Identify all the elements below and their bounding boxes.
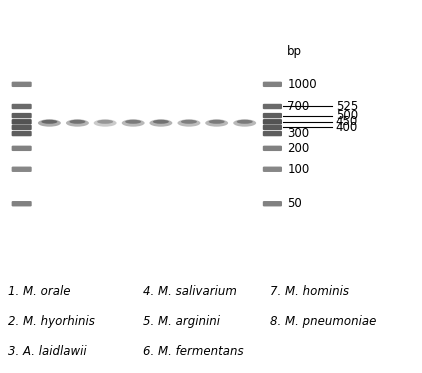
FancyBboxPatch shape bbox=[263, 113, 282, 118]
FancyBboxPatch shape bbox=[263, 82, 282, 87]
FancyBboxPatch shape bbox=[12, 167, 32, 172]
Ellipse shape bbox=[97, 120, 113, 124]
Ellipse shape bbox=[41, 120, 57, 124]
Text: 300: 300 bbox=[287, 127, 309, 140]
Text: 500: 500 bbox=[336, 109, 358, 122]
FancyBboxPatch shape bbox=[263, 125, 282, 130]
Text: 1. M. orale: 1. M. orale bbox=[8, 285, 71, 298]
Text: 400: 400 bbox=[336, 121, 358, 134]
Text: 4. M. salivarium: 4. M. salivarium bbox=[143, 285, 237, 298]
Text: 50: 50 bbox=[287, 197, 302, 210]
FancyBboxPatch shape bbox=[12, 131, 32, 136]
Ellipse shape bbox=[69, 120, 85, 124]
Text: 2. M. hyorhinis: 2. M. hyorhinis bbox=[8, 315, 95, 328]
Text: 6. M. fermentans: 6. M. fermentans bbox=[143, 345, 244, 358]
Ellipse shape bbox=[125, 120, 141, 124]
Text: 1000: 1000 bbox=[287, 78, 317, 91]
Text: 7. M. hominis: 7. M. hominis bbox=[270, 285, 349, 298]
FancyBboxPatch shape bbox=[12, 82, 32, 87]
Text: 8. M. pneumoniae: 8. M. pneumoniae bbox=[270, 315, 376, 328]
Ellipse shape bbox=[205, 119, 228, 127]
Ellipse shape bbox=[149, 119, 172, 127]
Text: 200: 200 bbox=[287, 142, 309, 155]
FancyBboxPatch shape bbox=[263, 131, 282, 136]
FancyBboxPatch shape bbox=[263, 167, 282, 172]
Text: 700: 700 bbox=[287, 100, 309, 113]
Ellipse shape bbox=[94, 119, 116, 127]
Text: 450: 450 bbox=[336, 115, 358, 128]
Text: 525: 525 bbox=[336, 100, 358, 113]
Ellipse shape bbox=[66, 119, 89, 127]
FancyBboxPatch shape bbox=[12, 113, 32, 118]
Text: 3. A. laidlawii: 3. A. laidlawii bbox=[8, 345, 87, 358]
Ellipse shape bbox=[153, 120, 169, 124]
Ellipse shape bbox=[237, 120, 253, 124]
FancyBboxPatch shape bbox=[263, 145, 282, 151]
Text: 100: 100 bbox=[287, 163, 309, 176]
FancyBboxPatch shape bbox=[12, 145, 32, 151]
FancyBboxPatch shape bbox=[263, 104, 282, 109]
Ellipse shape bbox=[208, 120, 225, 124]
FancyBboxPatch shape bbox=[12, 119, 32, 125]
Ellipse shape bbox=[122, 119, 145, 127]
Ellipse shape bbox=[181, 120, 197, 124]
Text: bp: bp bbox=[287, 45, 302, 57]
Ellipse shape bbox=[233, 119, 256, 127]
Ellipse shape bbox=[38, 119, 61, 127]
Text: 5. M. arginini: 5. M. arginini bbox=[143, 315, 220, 328]
FancyBboxPatch shape bbox=[263, 119, 282, 125]
FancyBboxPatch shape bbox=[12, 201, 32, 206]
FancyBboxPatch shape bbox=[12, 104, 32, 109]
FancyBboxPatch shape bbox=[263, 201, 282, 206]
FancyBboxPatch shape bbox=[12, 125, 32, 130]
Ellipse shape bbox=[178, 119, 200, 127]
